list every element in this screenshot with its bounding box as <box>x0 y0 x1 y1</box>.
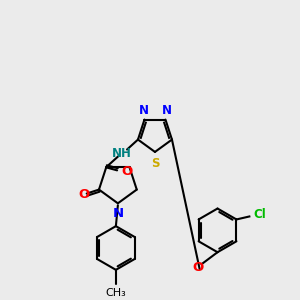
Text: NH: NH <box>112 147 132 160</box>
Text: N: N <box>161 103 172 117</box>
Text: Cl: Cl <box>253 208 266 221</box>
Text: O: O <box>78 188 89 201</box>
Text: N: N <box>112 207 123 220</box>
Text: CH₃: CH₃ <box>106 288 126 298</box>
Text: O: O <box>192 261 203 274</box>
Text: S: S <box>151 157 159 170</box>
Text: O: O <box>121 165 132 178</box>
Text: N: N <box>139 103 148 117</box>
